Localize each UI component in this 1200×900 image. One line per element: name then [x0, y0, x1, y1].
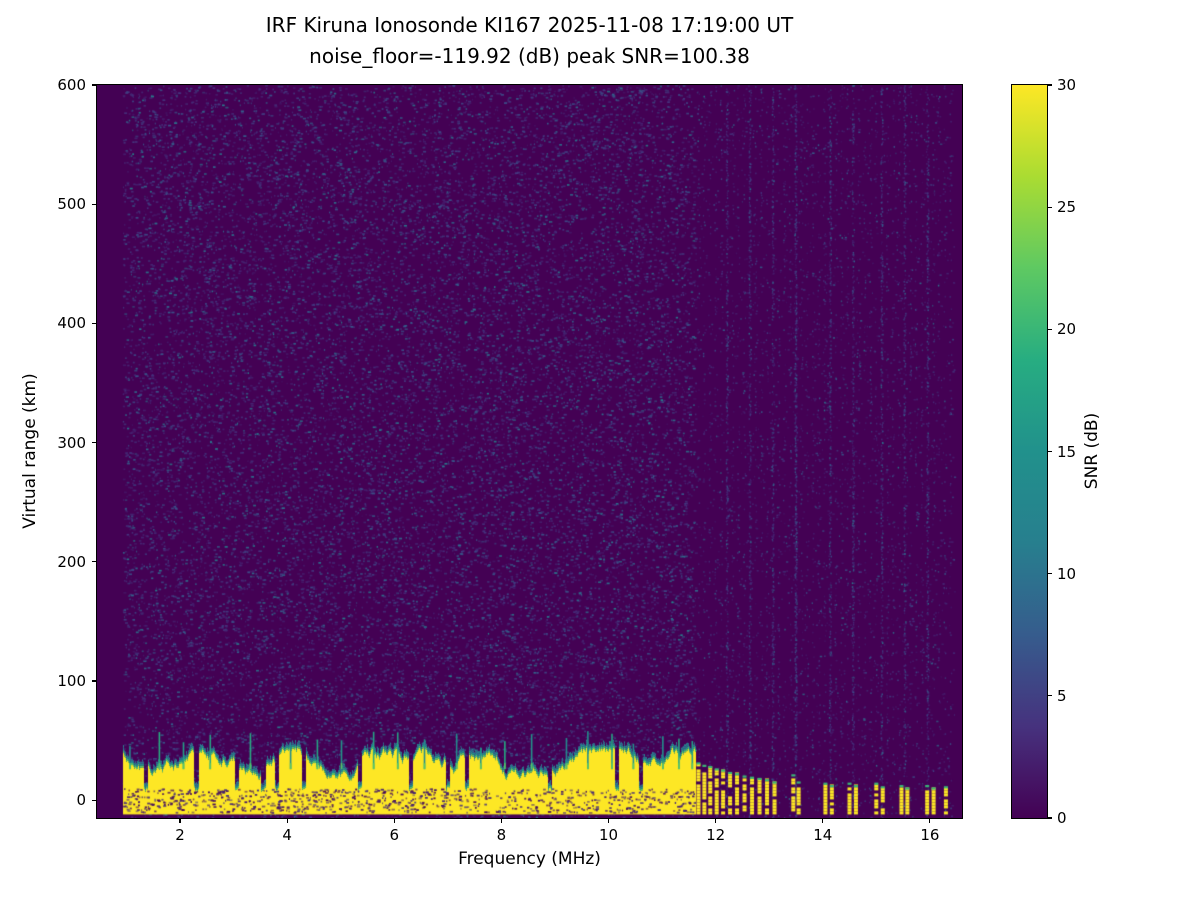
x-tick-label: 12 [696, 825, 736, 845]
x-tick-mark [501, 819, 502, 823]
x-tick-label: 2 [160, 825, 200, 845]
chart-title: IRF Kiruna Ionosonde KI167 2025-11-08 17… [0, 10, 1059, 72]
y-tick-mark [92, 680, 96, 681]
x-tick-mark [929, 819, 930, 823]
colorbar-tick-mark [1048, 695, 1052, 696]
y-tick-label: 300 [34, 433, 86, 453]
colorbar-tick-label: 5 [1057, 686, 1097, 706]
colorbar-tick-label: 15 [1057, 442, 1097, 462]
y-tick-mark [92, 323, 96, 324]
y-tick-label: 400 [34, 313, 86, 333]
y-tick-label: 100 [34, 671, 86, 691]
colorbar-tick-mark [1048, 84, 1052, 85]
ionogram-heatmap [97, 85, 962, 818]
y-tick-label: 200 [34, 552, 86, 572]
x-tick-mark [608, 819, 609, 823]
x-tick-mark [179, 819, 180, 823]
y-tick-label: 500 [34, 194, 86, 214]
x-tick-mark [394, 819, 395, 823]
y-tick-mark [92, 800, 96, 801]
colorbar [1011, 84, 1048, 819]
y-tick-mark [92, 204, 96, 205]
colorbar-tick-mark [1048, 207, 1052, 208]
colorbar-tick-mark [1048, 573, 1052, 574]
x-tick-mark [822, 819, 823, 823]
ionogram-figure: IRF Kiruna Ionosonde KI167 2025-11-08 17… [0, 0, 1200, 900]
y-tick-label: 0 [34, 790, 86, 810]
colorbar-tick-label: 10 [1057, 564, 1097, 584]
x-tick-label: 6 [374, 825, 414, 845]
x-axis-label: Frequency (MHz) [0, 849, 1059, 869]
chart-title-line1: IRF Kiruna Ionosonde KI167 2025-11-08 17… [0, 10, 1059, 41]
colorbar-tick-label: 30 [1057, 75, 1097, 95]
y-tick-mark [92, 84, 96, 85]
chart-title-line2: noise_floor=-119.92 (dB) peak SNR=100.38 [0, 41, 1059, 72]
x-tick-label: 4 [267, 825, 307, 845]
colorbar-tick-mark [1048, 451, 1052, 452]
y-tick-label: 600 [34, 75, 86, 95]
plot-area [96, 84, 963, 819]
x-tick-label: 16 [910, 825, 950, 845]
y-tick-mark [92, 561, 96, 562]
colorbar-tick-label: 0 [1057, 808, 1097, 828]
x-tick-mark [287, 819, 288, 823]
colorbar-tick-label: 20 [1057, 319, 1097, 339]
x-tick-label: 10 [589, 825, 629, 845]
colorbar-tick-mark [1048, 329, 1052, 330]
colorbar-tick-label: 25 [1057, 197, 1097, 217]
x-tick-label: 14 [803, 825, 843, 845]
x-tick-label: 8 [481, 825, 521, 845]
x-tick-mark [715, 819, 716, 823]
colorbar-tick-mark [1048, 817, 1052, 818]
y-tick-mark [92, 442, 96, 443]
